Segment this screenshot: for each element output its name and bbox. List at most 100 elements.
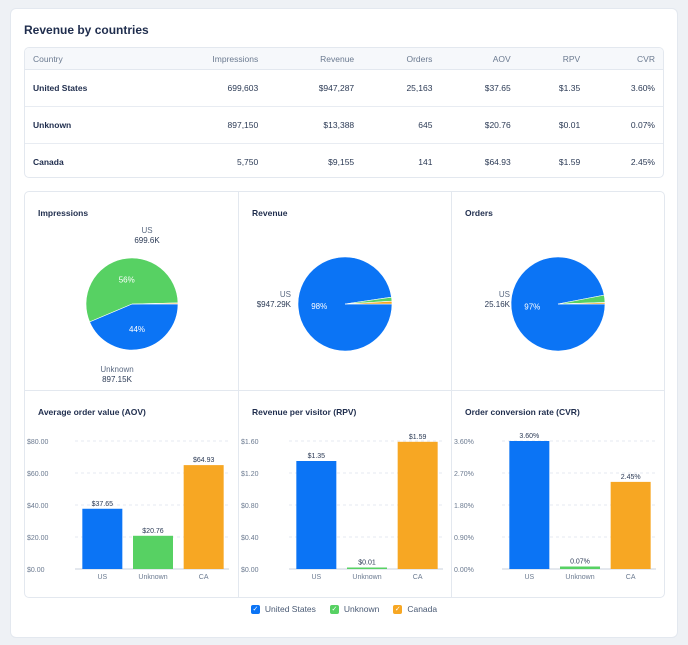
x-tick-label: CA: [199, 574, 209, 581]
cvr-bar-panel: Order conversion rate (CVR) 0.00% 0.90% 1.…: [452, 391, 664, 597]
cell-cvr: 2.45%: [630, 157, 655, 167]
y-tick-label: $40.00: [27, 503, 49, 510]
grid-divider: [451, 192, 452, 597]
cell-country: Canada: [33, 157, 64, 167]
aov-bar-panel: Average order value (AOV) $0.00 $20.00 $40…: [25, 391, 238, 597]
pie-slice-ca[interactable]: [557, 302, 606, 305]
bar-value-label: $0.01: [358, 560, 376, 567]
bar-unknown[interactable]: [133, 535, 173, 569]
bar-unknown[interactable]: [347, 567, 387, 570]
grid-divider: [25, 390, 664, 391]
table-header-row: Country Impressions Revenue Orders AOV R…: [25, 48, 663, 70]
countries-table: Country Impressions Revenue Orders AOV R…: [25, 48, 663, 178]
chart-title: Order conversion rate (CVR): [465, 407, 580, 417]
cell-cvr: 3.60%: [588, 69, 663, 107]
pie-percent-label: 56%: [119, 275, 135, 284]
bar-unknown[interactable]: [560, 566, 600, 569]
bar-ca[interactable]: [397, 441, 438, 569]
cell-rpv: $1.35: [518, 69, 589, 107]
pie-slice-ca[interactable]: [344, 300, 393, 305]
grid-divider: [238, 192, 239, 597]
chart-title: Orders: [465, 208, 493, 218]
rpv-bar-chart: $0.00 $0.40 $0.80 $1.20 $1.60 $1.35 US $0.01 Unk…: [241, 434, 443, 581]
table-row: Canada 5,750 $9,155 141 $64.93 $1.59 2.4…: [25, 144, 663, 178]
legend-item-united-states[interactable]: ✓ United States: [250, 604, 316, 614]
bar-ca[interactable]: [183, 465, 224, 569]
bar-ca[interactable]: [610, 481, 651, 569]
y-tick-label: $0.00: [241, 567, 259, 574]
y-tick-label: $0.00: [27, 567, 45, 574]
cell-orders: 645: [362, 106, 441, 144]
impressions-pie-panel: Impressions 44% 56% US 699.6K Unknown 897.15K: [25, 192, 238, 390]
y-tick-label: $1.20: [241, 471, 259, 478]
chart-legend: ✓ United States ✓ Unknown ✓ Canada: [0, 604, 688, 614]
bar-us[interactable]: [296, 461, 337, 569]
pie-outer-value: 25.16K: [485, 300, 511, 309]
pie-outer-label: US: [141, 226, 152, 235]
cell-country: Unknown: [25, 106, 151, 144]
cell-orders: 141: [418, 157, 433, 167]
legend-item-canada[interactable]: ✓ Canada: [393, 604, 437, 614]
y-tick-label: 1.80%: [454, 503, 474, 510]
bar-value-label: $37.65: [92, 501, 114, 508]
pie-outer-label: Unknown: [100, 365, 133, 374]
pie-slice-unknown[interactable]: [85, 257, 179, 323]
bar-value-label: $64.93: [193, 457, 215, 464]
y-tick-label: 3.60%: [454, 439, 474, 446]
revenue-pie-chart: 98% US$947.29K: [257, 256, 393, 352]
checkbox-icon[interactable]: ✓: [250, 604, 260, 614]
x-tick-label: US: [97, 574, 107, 581]
pie-outer-value: 699.6K: [134, 236, 160, 245]
chart-title: Average order value (AOV): [38, 407, 146, 417]
pie-percent-label: 44%: [129, 325, 145, 334]
column-header-impressions[interactable]: Impressions: [151, 48, 267, 70]
chart-title: Revenue: [252, 208, 288, 218]
checkbox-icon[interactable]: ✓: [329, 604, 339, 614]
cell-impressions: 897,150: [151, 106, 267, 144]
bar-us[interactable]: [509, 441, 550, 569]
column-header-orders[interactable]: Orders: [362, 48, 441, 70]
column-header-aov[interactable]: AOV: [440, 48, 519, 70]
chart-title: Impressions: [38, 208, 89, 218]
y-tick-label: $0.40: [241, 535, 259, 542]
cell-impressions: 5,750: [236, 157, 259, 167]
cell-country: United States: [25, 69, 151, 107]
checkbox-icon[interactable]: ✓: [393, 604, 403, 614]
cell-revenue: $13,388: [266, 106, 363, 144]
cell-aov: $20.76: [440, 106, 519, 144]
bar-us[interactable]: [82, 508, 123, 569]
cell-cvr: 0.07%: [588, 106, 663, 144]
table-row: United States 699,603 $947,287 25,163 $3…: [25, 69, 663, 107]
cell-aov: $37.65: [440, 69, 519, 107]
bar-value-label: 0.07%: [570, 559, 590, 566]
cell-orders: 25,163: [362, 69, 441, 107]
pie-outer-label: US: [280, 290, 291, 299]
bar-value-label: $1.35: [308, 453, 326, 460]
column-header-country[interactable]: Country: [25, 48, 151, 70]
column-header-revenue[interactable]: Revenue: [266, 48, 363, 70]
cell-aov: $64.93: [484, 157, 511, 167]
legend-item-unknown[interactable]: ✓ Unknown: [329, 604, 379, 614]
y-tick-label: $60.00: [27, 471, 49, 478]
pie-slice-ca[interactable]: [131, 302, 179, 305]
column-header-rpv[interactable]: RPV: [518, 48, 589, 70]
page-title: Revenue by countries: [24, 23, 149, 37]
pie-outer-value: 897.15K: [102, 375, 132, 384]
pie-percent-label: 97%: [524, 302, 540, 311]
orders-pie-panel: Orders 97% US 25.16K: [452, 192, 664, 390]
table-row: Unknown 897,150 $13,388 645 $20.76 $0.01…: [25, 106, 663, 144]
legend-label: United States: [264, 604, 316, 614]
bar-value-label: $20.76: [142, 528, 164, 535]
aov-bar-chart: $0.00 $20.00 $40.00 $60.00 $80.00 $37.65 US $20…: [27, 439, 229, 581]
cell-impressions: 699,603: [151, 69, 267, 107]
pie-slice-us[interactable]: [89, 303, 179, 351]
y-tick-label: 0.90%: [454, 535, 474, 542]
column-header-cvr[interactable]: CVR: [588, 48, 663, 70]
y-tick-label: $0.80: [241, 503, 259, 510]
x-tick-label: US: [311, 574, 321, 581]
x-tick-label: CA: [413, 574, 423, 581]
y-tick-label: $80.00: [27, 439, 49, 446]
cell-revenue: $947,287: [266, 69, 363, 107]
